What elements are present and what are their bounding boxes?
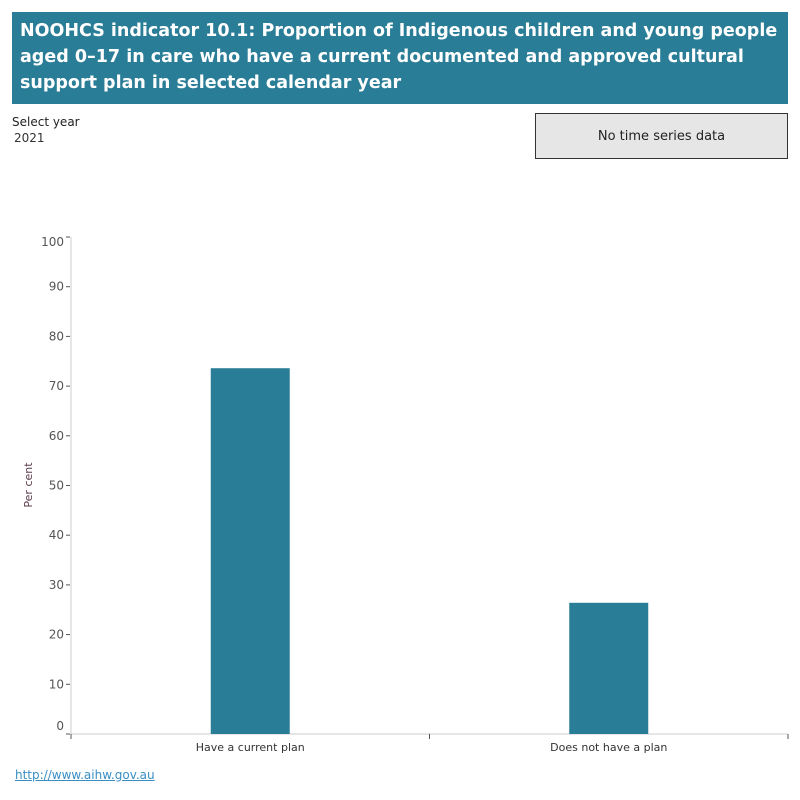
y-tick-label: 40 [49, 528, 64, 542]
x-tick-label: Have a current plan [196, 741, 305, 754]
y-tick-label: 70 [49, 379, 64, 393]
y-tick-label: 100 [41, 235, 64, 249]
y-tick-label: 0 [56, 719, 64, 733]
year-filter-label: Select year [12, 115, 80, 129]
y-tick-label: 10 [49, 677, 64, 691]
year-filter-value[interactable]: 2021 [14, 131, 45, 145]
time-series-button[interactable]: No time series data [535, 113, 788, 159]
bar [210, 368, 290, 734]
page-title: NOOHCS indicator 10.1: Proportion of Ind… [12, 12, 788, 104]
y-tick-label: 50 [49, 479, 64, 493]
aihw-link[interactable]: http://www.aihw.gov.au [15, 768, 155, 782]
x-tick-label: Does not have a plan [550, 741, 667, 754]
bar [569, 602, 649, 734]
y-tick-label: 90 [49, 280, 64, 294]
y-tick-label: 60 [49, 429, 64, 443]
y-tick-label: 20 [49, 628, 64, 642]
y-tick-label: 80 [49, 329, 64, 343]
y-tick-label: 30 [49, 578, 64, 592]
y-axis-label: Per cent [22, 462, 35, 508]
